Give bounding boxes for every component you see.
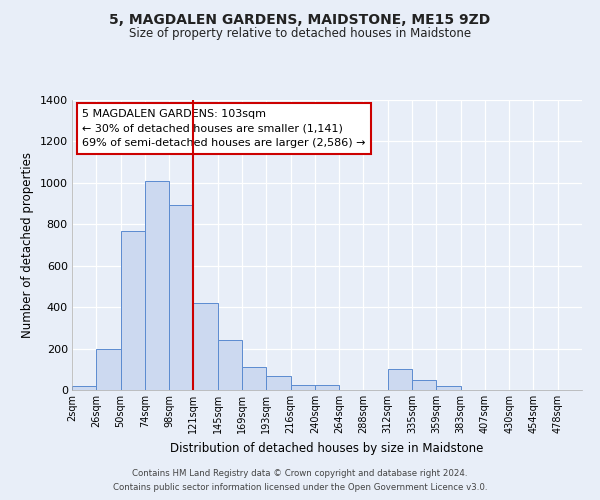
Bar (96, 348, 121, 390)
X-axis label: Distribution of detached houses by size in Maidstone: Distribution of detached houses by size … (170, 442, 484, 455)
Text: 5 MAGDALEN GARDENS: 103sqm
← 30% of detached houses are smaller (1,141)
69% of s: 5 MAGDALEN GARDENS: 103sqm ← 30% of deta… (82, 108, 366, 148)
Bar (412, 380, 436, 390)
Bar (121, 230, 145, 390)
Text: Contains HM Land Registry data © Crown copyright and database right 2024.: Contains HM Land Registry data © Crown c… (132, 468, 468, 477)
Bar (266, 376, 290, 390)
Bar (218, 340, 242, 390)
Bar (315, 385, 339, 390)
Bar (388, 370, 412, 390)
Bar (290, 385, 315, 390)
Bar (436, 386, 461, 390)
Bar (72, 386, 96, 390)
Bar (145, 181, 169, 390)
Y-axis label: Number of detached properties: Number of detached properties (21, 152, 34, 338)
Bar (193, 303, 218, 390)
Text: Contains public sector information licensed under the Open Government Licence v3: Contains public sector information licen… (113, 484, 487, 492)
Text: 5, MAGDALEN GARDENS, MAIDSTONE, ME15 9ZD: 5, MAGDALEN GARDENS, MAIDSTONE, ME15 9ZD (109, 12, 491, 26)
Bar (169, 204, 193, 390)
Text: Size of property relative to detached houses in Maidstone: Size of property relative to detached ho… (129, 28, 471, 40)
Bar (242, 367, 266, 390)
